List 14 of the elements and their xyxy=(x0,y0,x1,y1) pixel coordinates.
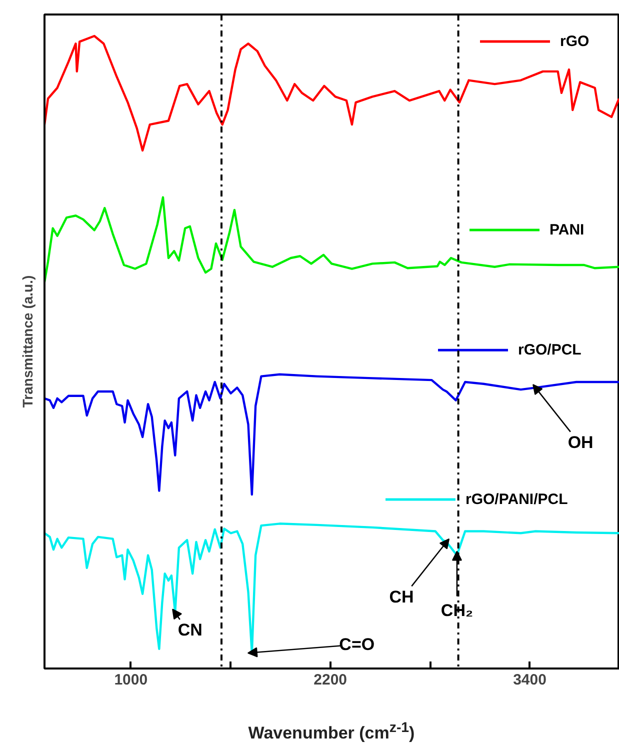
annotation: CH₂ xyxy=(440,600,474,620)
annotation: C=O xyxy=(339,635,375,654)
x-tick-label: 3400 xyxy=(513,672,546,688)
annotation: OH xyxy=(568,433,594,452)
annotation: CN xyxy=(178,620,202,640)
legend-label: rGO/PCL xyxy=(518,342,582,359)
annotation: CH xyxy=(389,588,414,606)
legend-label: rGO xyxy=(560,33,590,50)
x-axis-title: Wavenumber (cm$^{z-1}$) xyxy=(248,719,415,743)
x-tick-label: 2200 xyxy=(314,672,348,688)
legend-label: PANI xyxy=(550,222,584,239)
y-axis-title: Transmittance (a.u.) xyxy=(20,275,36,408)
legend-label: rGO/PANI/PCL xyxy=(466,490,568,508)
x-tick-label: 1000 xyxy=(114,672,148,688)
